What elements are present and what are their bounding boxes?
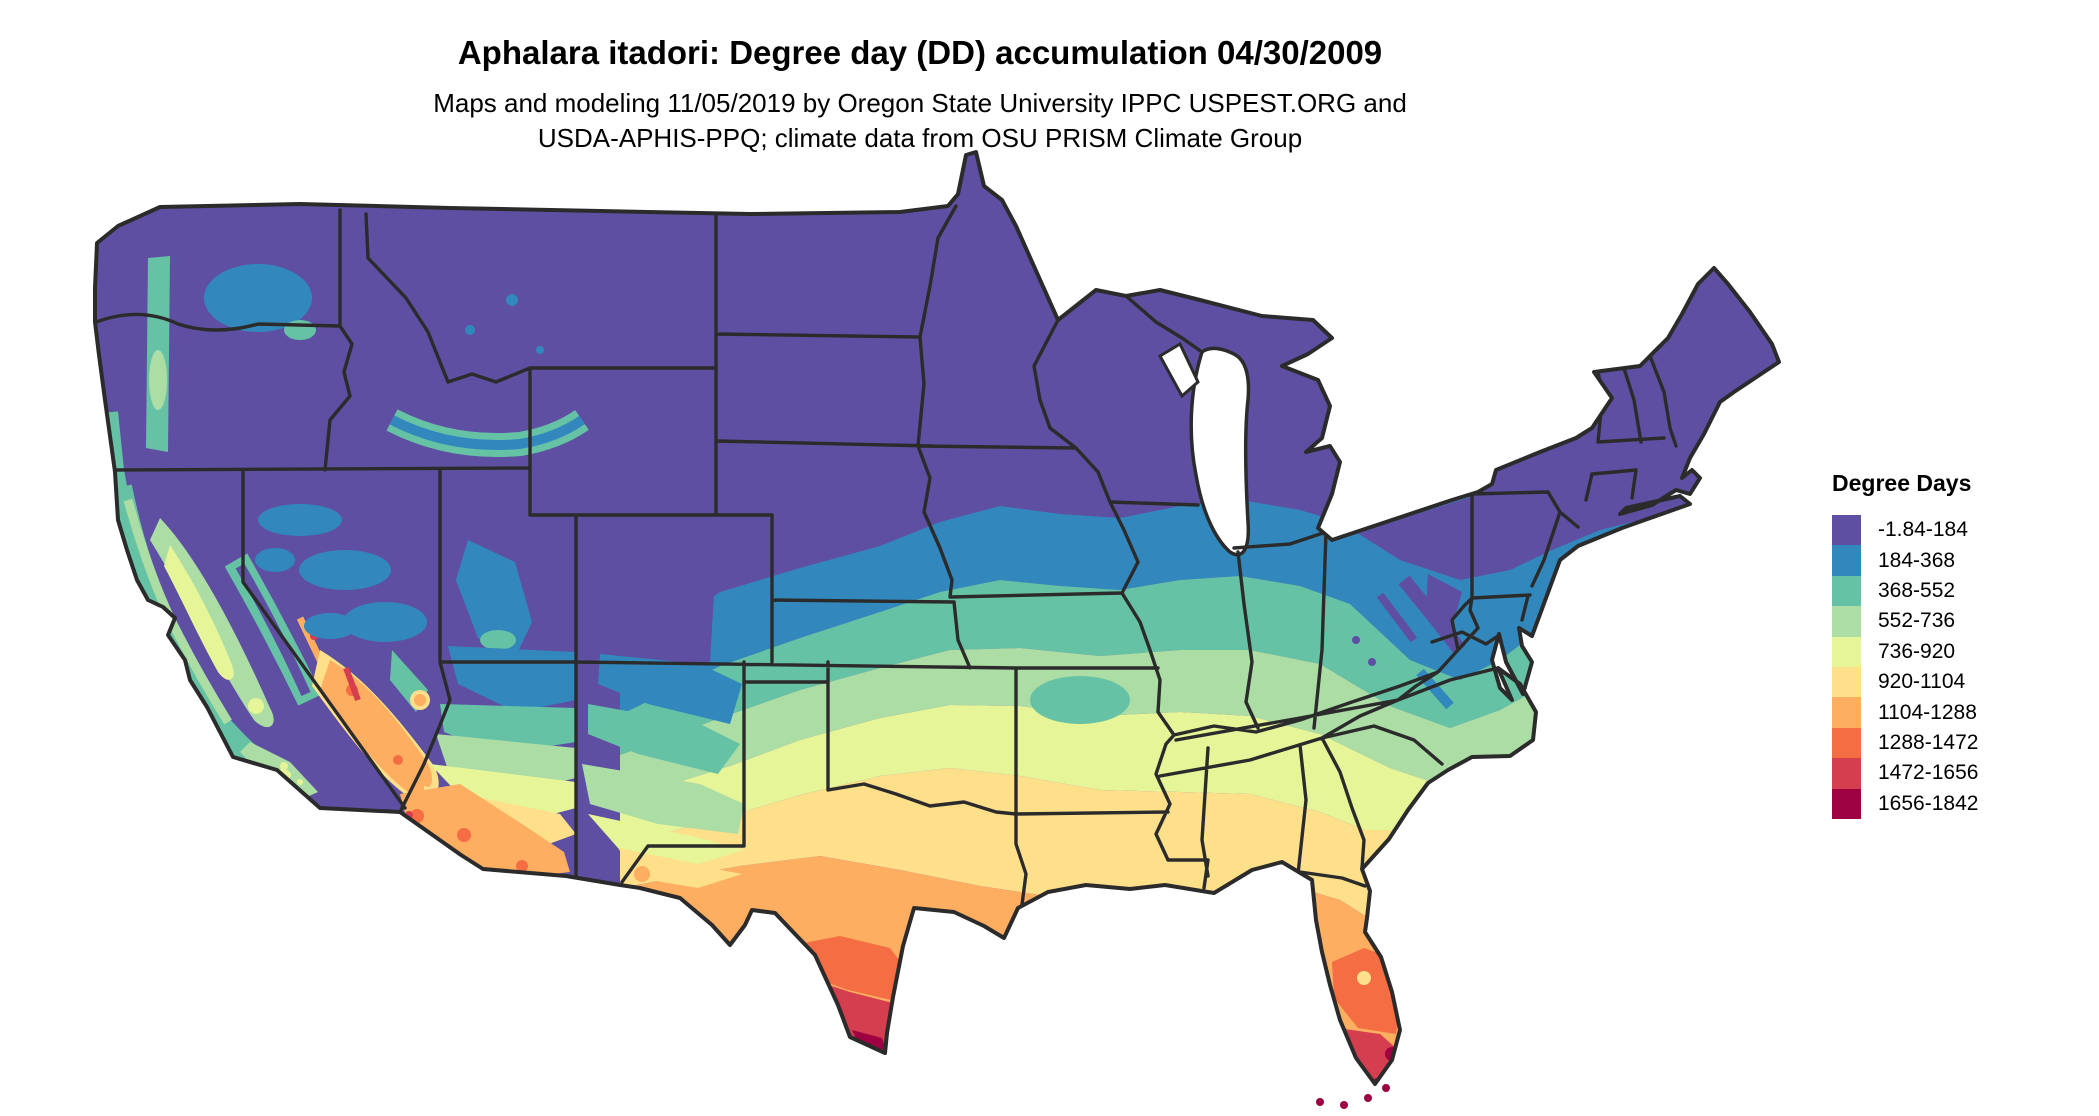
legend-item: 1472-1656 [1832,758,2092,789]
legend-label: -1.84-184 [1878,518,1968,542]
az-green [436,734,576,792]
green-bay [1157,341,1200,399]
south-texas-1288-1472 [788,936,914,1002]
western-patches [106,256,1470,888]
us-outline [93,150,1781,1086]
header: Aphalara itadori: Degree day (DD) accumu… [0,0,1840,156]
legend-swatch [1832,697,1861,728]
legend-swatch [1832,788,1861,819]
mt-valley-2 [465,325,475,335]
legend-rows: -1.84-184 184-368 368-552 552-736 736-920 920… [1832,515,2092,819]
legend-label: 368-552 [1878,578,1956,602]
legend-label: 736-920 [1878,639,1956,663]
dd-band-368-552 [620,575,1779,755]
legend-item: 1656-1842 [1832,788,2092,819]
legend-swatch [1832,545,1861,576]
willamette-valley [149,350,167,410]
legend-swatch [1832,666,1861,698]
legend-label: 1656-1842 [1878,791,1979,815]
legend-item: 552-736 [1832,606,2092,637]
phoenix-hot [457,828,471,842]
utah-west-desert [456,540,532,660]
legend-item: -1.84-184 [1832,515,2092,546]
legend-item: 184-368 [1832,545,2092,576]
legend: Degree Days -1.84-184 184-368 368-552 552-7… [1832,470,2092,819]
legend-item: 368-552 [1832,575,2092,607]
legend-swatch [1832,636,1861,667]
vegas-spot [414,694,426,706]
smokies-cold-2 [1368,658,1376,666]
legend-label: 1472-1656 [1878,761,1979,785]
mt-valley-1 [506,294,518,306]
nv-basin-1 [258,504,342,536]
legend-label: 1288-1472 [1878,730,1979,754]
dd-band-1104-1288 [620,856,1779,1084]
nv-basin-5 [255,548,295,572]
legend-label: 552-736 [1878,609,1956,633]
state-borders [95,204,1678,922]
legend-item: 736-920 [1832,636,2092,667]
dd-bands [620,500,1779,1084]
legend-label: 920-1104 [1878,670,1966,694]
colorado-rockies-cold [576,515,716,662]
channel-islands [248,744,303,785]
nm-teal [588,704,740,774]
nm-north-blue [598,654,742,724]
desert-hot-2 [393,755,403,765]
legend-item: 920-1104 [1832,666,2092,698]
central-valley-core [164,545,234,680]
florida-interior-spot [1357,971,1371,985]
dd-band-184-368 [620,500,1779,715]
west-virginia-cold [1426,574,1462,628]
snake-plain-blue [389,415,585,450]
subtitle-line-1: Maps and modeling 11/05/2019 by Oregon S… [433,88,1407,118]
smokies-cold-1 [1352,636,1360,644]
legend-swatch [1832,758,1861,789]
appalachia-cold-streak-2 [1376,592,1418,643]
nv-basin-4 [304,613,356,639]
legend-label: 184-368 [1878,548,1956,572]
mt-valley-3 [536,346,544,354]
legend-item: 1288-1472 [1832,727,2092,759]
tucson-hot [516,860,528,872]
appalachia-cold-streak-1 [1398,575,1466,655]
nv-basin-2 [299,550,391,590]
legend-swatch [1832,575,1861,607]
el-paso-spot [634,866,650,882]
ozarks-teal [1030,676,1130,724]
legend-title: Degree Days [1832,470,1972,496]
legend-swatch [1832,606,1861,637]
az-pale [430,764,576,818]
nm-green [582,764,744,834]
subtitle: Maps and modeling 11/05/2019 by Oregon S… [0,86,1840,156]
nm-pale [588,814,744,864]
legend-item: 1104-1288 [1832,697,2092,728]
legend-swatch [1832,515,1861,546]
legend-swatch [1832,727,1861,759]
owens-valley [296,616,326,666]
dd-band-552-736 [620,630,1779,800]
page-title: Aphalara itadori: Degree day (DD) accumu… [457,34,1383,71]
az-sw-desert-orange [400,784,570,878]
florida-keys [1316,1084,1390,1109]
nm-south-yellow [618,848,742,888]
south-florida-1472-1656 [1338,1028,1396,1083]
columbia-basin [204,264,312,332]
death-valley [343,666,361,702]
legend-label: 1104-1288 [1878,700,1977,724]
sierra-cold-core [235,563,311,697]
great-lakes [1157,341,1251,557]
valley-south-spot [248,698,264,714]
lake-michigan [1189,346,1251,557]
subtitle-line-2: USDA-APHIS-PPQ; climate data from OSU PR… [537,123,1303,153]
utah-south-teal [480,630,516,650]
columbia-basin-core [284,320,316,340]
nv-basin-3 [343,602,427,642]
